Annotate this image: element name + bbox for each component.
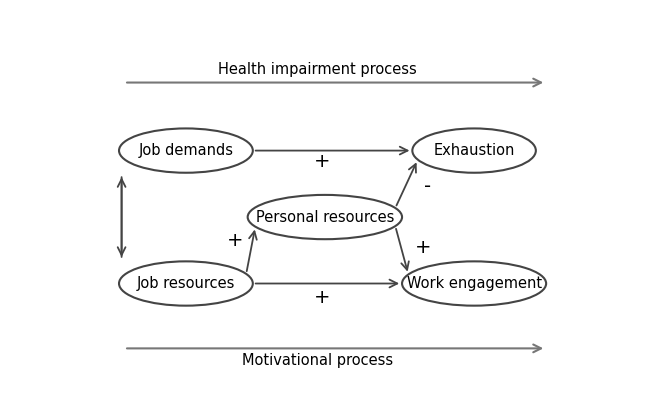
Text: Job demands: Job demands bbox=[138, 143, 234, 158]
Text: +: + bbox=[414, 238, 431, 256]
Text: +: + bbox=[314, 152, 331, 171]
Ellipse shape bbox=[119, 261, 253, 306]
Ellipse shape bbox=[248, 195, 402, 239]
Text: Motivational process: Motivational process bbox=[242, 353, 392, 367]
Text: Exhaustion: Exhaustion bbox=[434, 143, 515, 158]
Text: +: + bbox=[314, 288, 331, 307]
Text: Work engagement: Work engagement bbox=[406, 276, 542, 291]
Text: +: + bbox=[226, 231, 243, 250]
Ellipse shape bbox=[412, 128, 536, 173]
Ellipse shape bbox=[119, 128, 253, 173]
Text: Job resources: Job resources bbox=[137, 276, 235, 291]
Text: Personal resources: Personal resources bbox=[256, 210, 394, 224]
Ellipse shape bbox=[402, 261, 546, 306]
Text: Health impairment process: Health impairment process bbox=[218, 62, 416, 77]
Text: -: - bbox=[424, 178, 432, 196]
